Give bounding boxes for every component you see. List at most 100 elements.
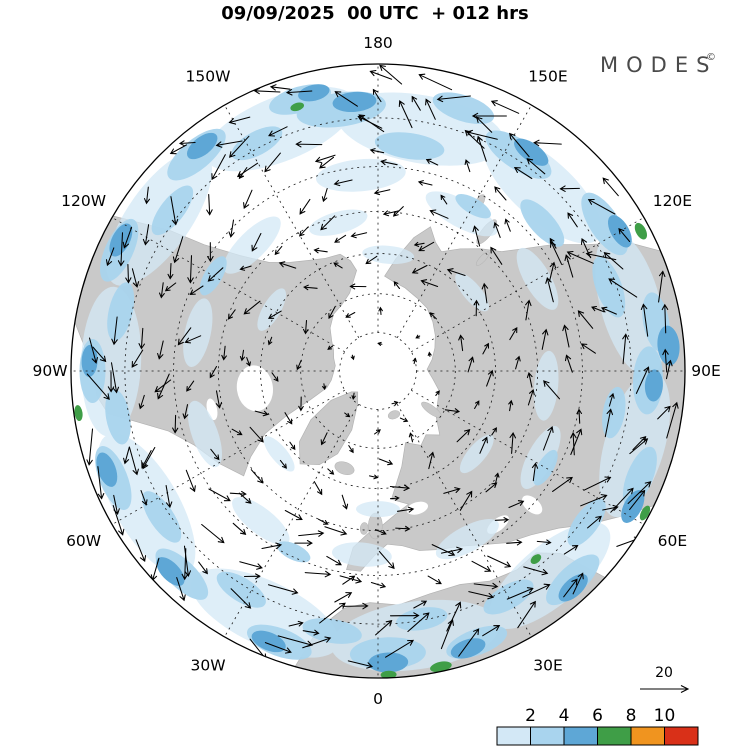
wind-arrow	[349, 283, 367, 290]
wind-arrow	[313, 481, 323, 496]
wind-arrow	[466, 129, 498, 140]
wind-arrow	[182, 404, 189, 420]
wind-arrow	[408, 432, 414, 443]
wind-arrow	[110, 362, 120, 394]
shaded-region	[430, 661, 452, 673]
wind-arrow	[440, 194, 448, 205]
wind-arrow	[302, 636, 332, 649]
shaded-region	[567, 498, 606, 547]
shaded-region	[302, 618, 362, 644]
wind-arrow	[517, 600, 536, 629]
wind-arrow	[167, 262, 174, 280]
wind-arrow	[564, 354, 573, 373]
landmass-greenland	[298, 391, 359, 466]
wind-arrow	[435, 390, 440, 397]
wind-arrow	[415, 334, 421, 339]
shaded-region	[520, 199, 565, 247]
wind-arrow	[526, 158, 546, 175]
wind-arrow	[412, 357, 417, 365]
page-title: 09/09/2025 00 UTC + 012 hrs	[221, 3, 528, 24]
wind-arrow	[567, 212, 578, 228]
meridian-label-60W: 60W	[66, 532, 101, 550]
wind-arrow	[661, 303, 669, 334]
wind-arrow	[429, 312, 437, 320]
wind-arrow	[436, 95, 471, 103]
wind-arrow	[267, 310, 282, 319]
wind-arrow	[490, 246, 503, 265]
shaded-region	[183, 298, 213, 368]
wind-arrow	[418, 73, 453, 91]
wind-arrow	[221, 345, 227, 361]
meridian-label-90E: 90E	[691, 362, 721, 380]
wind-arrow	[490, 100, 520, 114]
wind-arrow	[328, 306, 336, 320]
meridian-line	[111, 217, 345, 353]
wind-arrow	[365, 255, 378, 265]
meridian-line	[396, 104, 532, 338]
wind-arrow	[549, 240, 563, 265]
shaded-region	[74, 405, 83, 422]
meridian-label-90W: 90W	[32, 362, 67, 380]
wind-arrow	[370, 581, 387, 589]
wind-arrow	[657, 405, 671, 420]
wind-arrow	[243, 300, 261, 315]
wind-arrow	[373, 189, 391, 196]
shaded-region	[232, 497, 290, 545]
wind-arrow	[369, 148, 385, 154]
wind-arrow	[378, 458, 394, 466]
wind-arrow	[238, 166, 248, 180]
wind-arrow	[576, 408, 583, 424]
shaded-region	[634, 222, 648, 240]
wind-arrow	[278, 261, 297, 269]
colorbar-tick-label: 8	[626, 706, 637, 726]
shaded-region	[533, 350, 559, 421]
wind-arrow	[228, 135, 250, 158]
wind-arrow	[117, 232, 125, 267]
wind-arrow	[334, 234, 347, 243]
wind-arrow	[187, 255, 194, 284]
wind-arrow	[487, 555, 512, 568]
wind-arrow	[583, 476, 612, 491]
wind-arrow	[485, 482, 498, 493]
wind-arrow	[125, 263, 132, 284]
wind-arrow	[464, 159, 471, 173]
wind-arrow	[635, 366, 650, 394]
wind-arrow	[269, 84, 291, 91]
wind-arrow	[176, 577, 186, 602]
water-body	[236, 365, 274, 412]
wind-arrow	[662, 348, 669, 373]
wind-arrow	[622, 333, 629, 365]
colorbar: 2 4 6 8 10	[496, 706, 699, 746]
wind-arrow	[563, 578, 578, 598]
wind-arrow	[128, 446, 139, 476]
wind-arrow	[288, 620, 304, 627]
wind-arrow	[425, 158, 439, 166]
island	[387, 410, 401, 420]
wind-arrow	[563, 545, 579, 555]
wind-arrow	[494, 472, 500, 484]
shaded-region	[187, 400, 223, 468]
wind-arrow	[446, 268, 466, 277]
wind-arrow	[285, 88, 313, 96]
wind-arrow	[580, 494, 608, 507]
wind-arrow	[142, 446, 156, 470]
wind-arrow	[334, 592, 353, 603]
wind-arrow	[458, 334, 465, 352]
wind-arrow	[351, 392, 356, 400]
wind-arrow	[320, 432, 328, 446]
wind-arrow	[92, 346, 107, 363]
wind-arrow	[322, 383, 327, 391]
colorbar-tick-label: 10	[654, 706, 676, 726]
shaded-region	[520, 425, 561, 490]
shaded-region	[331, 542, 392, 567]
wind-arrow	[572, 572, 584, 595]
island	[421, 401, 442, 418]
meridian-label-180: 180	[363, 34, 393, 52]
wind-arrow	[523, 566, 549, 576]
shaded-region	[356, 501, 400, 518]
wind-arrow	[396, 506, 415, 513]
shaded-region	[142, 491, 182, 543]
wind-arrow	[294, 539, 313, 547]
wind-arrow	[420, 279, 439, 288]
wind-arrow	[271, 372, 279, 382]
